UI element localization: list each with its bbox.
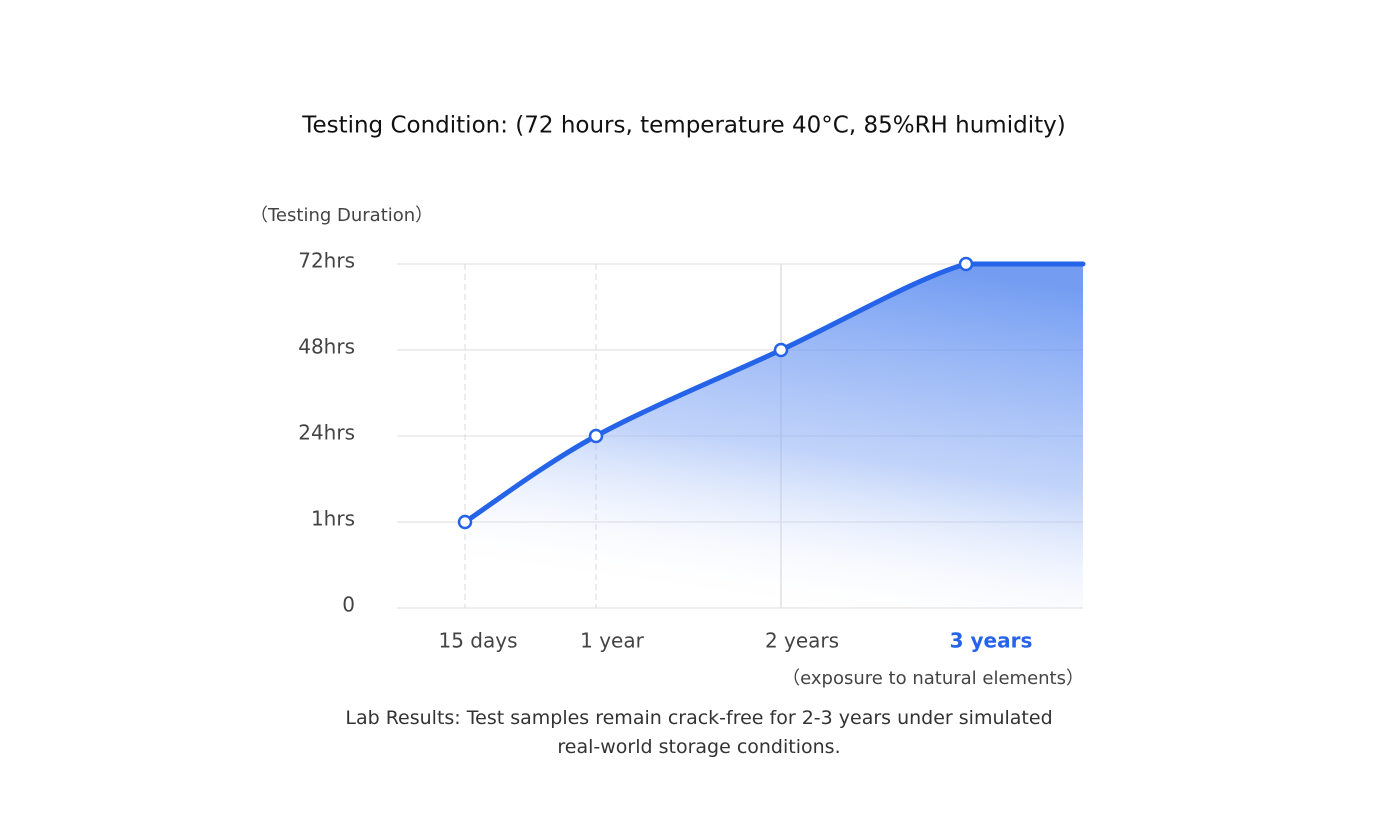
point — [457, 514, 473, 530]
x-tick-label: 2 years — [765, 629, 839, 653]
point — [773, 342, 789, 358]
chart-title: Testing Condition: (72 hours, temperatur… — [301, 113, 1065, 139]
x-axis-label: （exposure to natural elements） — [782, 668, 1084, 689]
y-tick-label: 48hrs — [298, 335, 355, 359]
x-tick-label: 3 years — [950, 629, 1033, 653]
y-tick-label: 0 — [342, 593, 355, 617]
y-tick-label: 72hrs — [298, 249, 355, 273]
x-tick-label: 1 year — [580, 629, 644, 653]
y-axis-label: （Testing Duration） — [250, 205, 433, 226]
x-tick-label: 15 days — [438, 629, 517, 653]
line — [462, 261, 1086, 525]
y-tick-label: 1hrs — [311, 507, 355, 531]
point — [588, 428, 604, 444]
caption: Lab Results: Test samples remain crack-f… — [345, 707, 1053, 758]
y-tick-label: 24hrs — [298, 421, 355, 445]
point — [958, 256, 974, 272]
area — [465, 264, 1083, 608]
